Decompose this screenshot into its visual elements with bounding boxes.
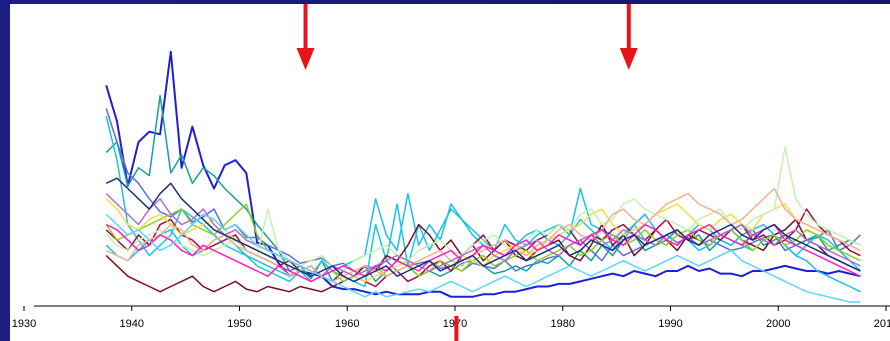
x-tick-label-1980: 1980 bbox=[551, 318, 575, 330]
annotation-arrow-1 bbox=[303, 4, 308, 50]
x-tick-label-2010: 2010 bbox=[874, 318, 890, 330]
series-line-14 bbox=[105, 177, 861, 283]
series-line-15 bbox=[105, 213, 861, 303]
chart-panel: 193019401950196019701980199020002010 bbox=[10, 4, 890, 341]
annotation-arrow-3 bbox=[454, 334, 459, 341]
x-tick-label-1940: 1940 bbox=[120, 318, 144, 330]
series-line-11 bbox=[105, 187, 861, 283]
annotation-arrowhead-1 bbox=[296, 48, 315, 70]
series-line-13 bbox=[105, 223, 861, 283]
x-tick-label-2000: 2000 bbox=[766, 318, 790, 330]
line-chart: 193019401950196019701980199020002010 bbox=[12, 4, 890, 341]
annotation-arrowhead-2 bbox=[619, 48, 638, 70]
series-line-2 bbox=[105, 108, 861, 272]
x-tick-label-1990: 1990 bbox=[658, 318, 682, 330]
x-tick-label-1950: 1950 bbox=[227, 318, 251, 330]
x-tick-label-1960: 1960 bbox=[335, 318, 359, 330]
x-tick-label-1930: 1930 bbox=[12, 318, 36, 330]
annotation-arrow-stem-3 bbox=[454, 316, 459, 334]
annotation-arrow-2 bbox=[626, 4, 631, 50]
series-line-8 bbox=[105, 203, 861, 283]
series-line-1 bbox=[105, 50, 861, 298]
